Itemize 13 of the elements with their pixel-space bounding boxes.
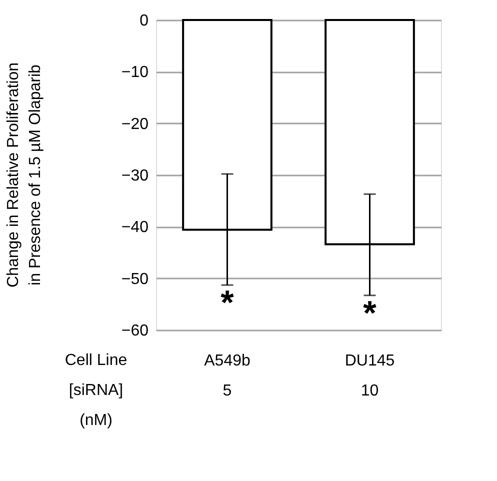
y-tick-label: 0 bbox=[140, 12, 149, 30]
y-tick-label: −10 bbox=[121, 64, 149, 82]
x-tick-label: DU145 10 bbox=[344, 352, 395, 400]
y-tick-label: −30 bbox=[121, 168, 149, 184]
y-tick-label: −40 bbox=[121, 219, 149, 236]
y-tick-label: −20 bbox=[121, 116, 149, 133]
y-tick-label: −50 bbox=[121, 270, 149, 288]
y-axis-title: Change in Relative Proliferation in Presence of 1.5 µM Olaparib bbox=[5, 62, 44, 288]
annotation: * bbox=[363, 294, 378, 332]
x-tick-label: A549b 5 bbox=[204, 352, 250, 400]
x-axis-title: Cell Line [siRNA] (nM) bbox=[64, 352, 128, 429]
y-tick-label: −60 bbox=[121, 322, 149, 340]
annotation: * bbox=[220, 284, 235, 322]
